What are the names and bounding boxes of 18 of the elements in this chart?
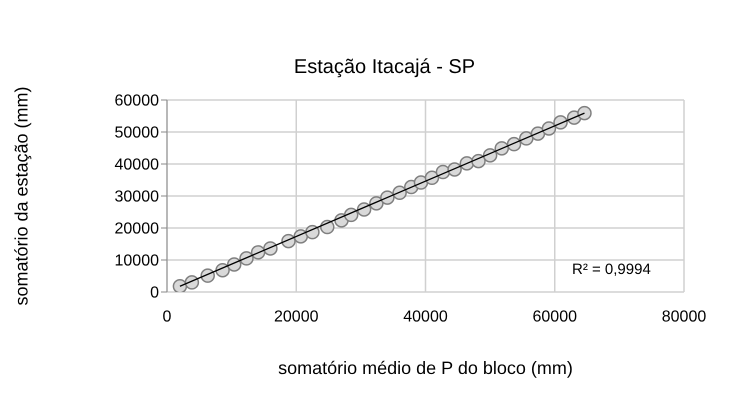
- y-axis-title: somatório da estação (mm): [12, 86, 32, 306]
- point: [172, 278, 188, 292]
- x-tick-label: 40000: [403, 308, 448, 326]
- x-axis-title: somatório médio de P do bloco (mm): [277, 358, 574, 379]
- chart-title: Estação Itacajá - SP: [292, 56, 476, 79]
- point: [577, 106, 592, 120]
- x-tick-label: 20000: [274, 308, 319, 326]
- x-tick-label: 60000: [532, 308, 578, 326]
- y-tick-label: 0: [150, 284, 160, 302]
- y-tick-label: 50000: [114, 124, 160, 142]
- y-tick-label: 10000: [114, 252, 160, 270]
- annotation: R² = 0,9994: [572, 261, 651, 278]
- y-tick-label: 40000: [114, 156, 160, 174]
- x-tick-label: 0: [162, 308, 172, 326]
- x-tick-label: 80000: [662, 308, 706, 326]
- y-tick-label: 20000: [114, 220, 160, 238]
- y-tick-label: 30000: [114, 188, 160, 206]
- y-tick-label: 60000: [114, 92, 160, 110]
